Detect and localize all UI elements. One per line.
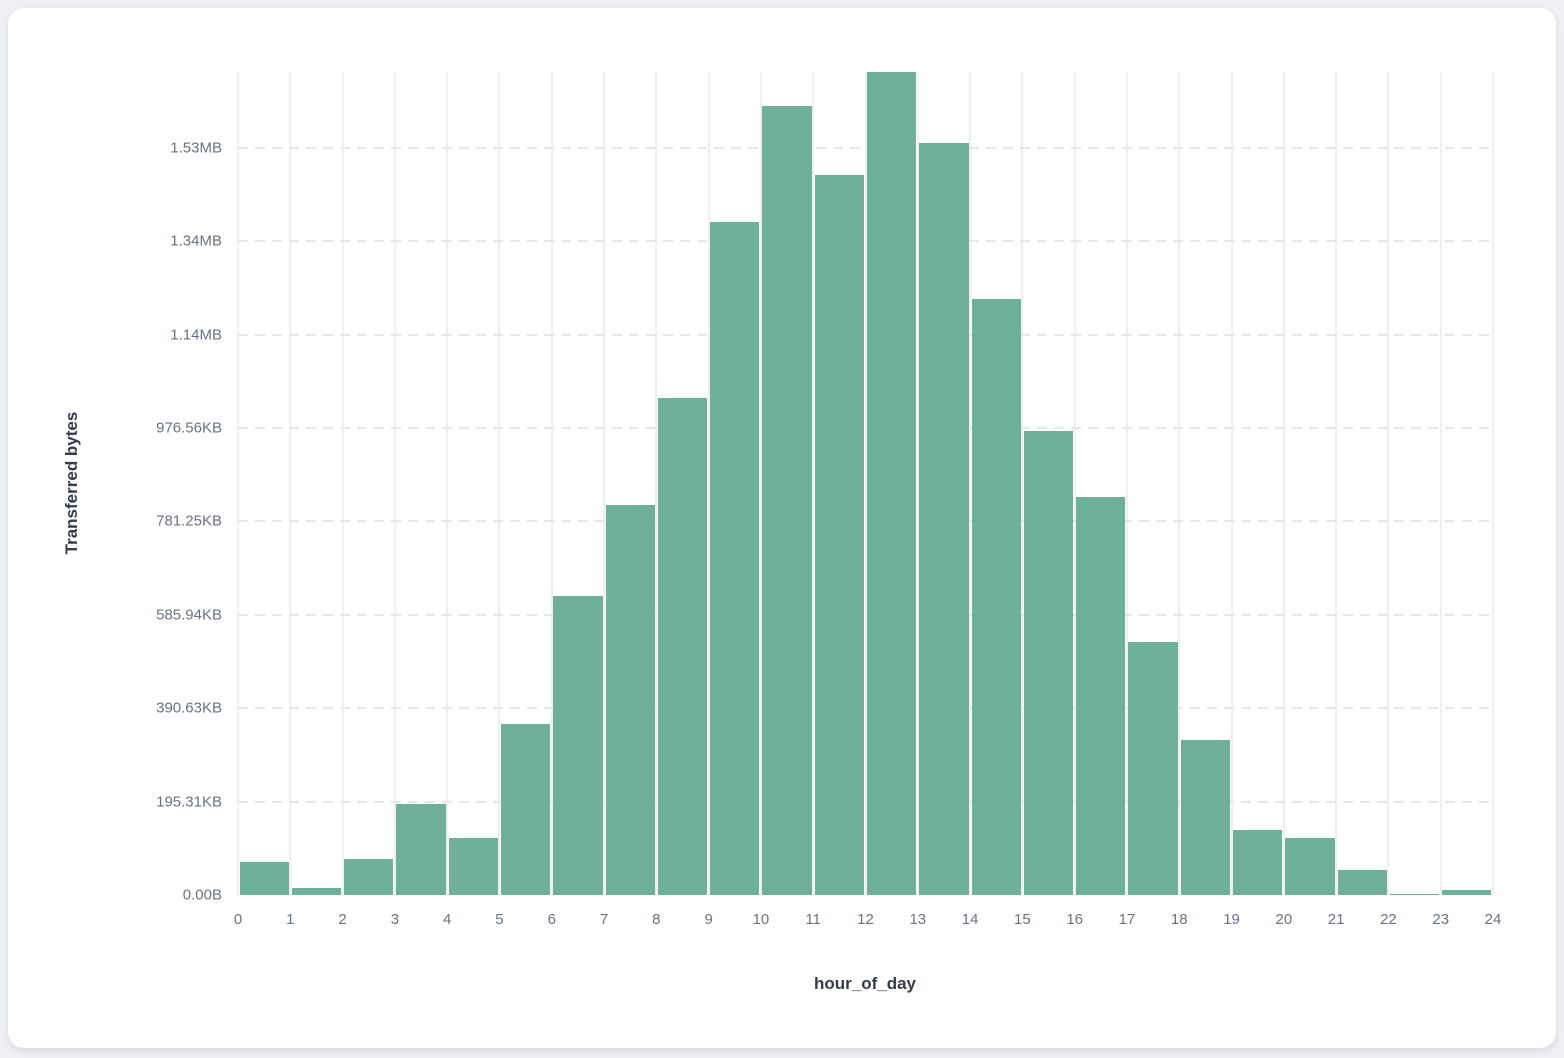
x-tick-label: 2 — [338, 911, 347, 928]
bar-hour-18[interactable] — [1180, 739, 1231, 895]
x-tick-label: 16 — [1066, 911, 1083, 928]
y-tick-label: 195.31KB — [156, 793, 222, 811]
y-tick-label: 1.34MB — [170, 232, 222, 250]
x-tick-label: 8 — [652, 911, 661, 928]
bar-hour-15[interactable] — [1023, 430, 1074, 895]
x-tick-label: 7 — [599, 911, 609, 928]
bar-hour-16[interactable] — [1076, 496, 1126, 895]
vertical-gridline — [759, 72, 762, 895]
bar-hour-22[interactable] — [1389, 894, 1440, 895]
bar-hour-19[interactable] — [1233, 830, 1283, 895]
vertical-gridline — [237, 72, 239, 895]
horizontal-gridline — [238, 520, 1493, 523]
x-tick-label: 9 — [704, 911, 713, 928]
bar-hour-6[interactable] — [553, 596, 603, 895]
vertical-gridline — [916, 72, 919, 895]
plot-area — [237, 72, 1494, 895]
bar-hour-9[interactable] — [710, 222, 760, 895]
vertical-gridline — [1021, 72, 1024, 895]
vertical-gridline — [289, 72, 292, 895]
y-tick-label: 1.53MB — [170, 139, 222, 157]
vertical-gridline — [1073, 72, 1076, 895]
bar-hour-10[interactable] — [762, 105, 812, 895]
y-tick-label: 781.25KB — [156, 512, 222, 530]
bar-hour-14[interactable] — [971, 298, 1021, 895]
vertical-gridline — [446, 72, 449, 895]
vertical-gridline — [864, 72, 867, 895]
vertical-gridline — [603, 72, 606, 895]
vertical-gridline — [1492, 72, 1494, 895]
vertical-gridline — [1178, 72, 1181, 895]
horizontal-gridline — [238, 613, 1493, 616]
y-axis-title: Transferred bytes — [62, 411, 81, 555]
bar-hour-4[interactable] — [448, 837, 498, 895]
bar-hour-13[interactable] — [919, 142, 969, 895]
vertical-gridline — [550, 72, 553, 895]
vertical-gridline — [1125, 72, 1128, 895]
x-tick-label: 20 — [1275, 911, 1293, 928]
x-tick-label: 18 — [1170, 911, 1188, 928]
y-tick-label: 976.56KB — [156, 419, 222, 437]
bar-hour-8[interactable] — [657, 398, 708, 895]
x-tick-label: 15 — [1014, 911, 1031, 928]
bar-hour-20[interactable] — [1285, 837, 1335, 895]
x-tick-label: 12 — [857, 911, 874, 928]
vertical-gridline — [707, 72, 710, 895]
x-tick-label: 5 — [495, 911, 504, 928]
x-tick-label: 1 — [286, 911, 295, 928]
x-tick-label: 23 — [1432, 911, 1450, 928]
x-tick-label: 19 — [1223, 911, 1240, 928]
x-tick-label: 22 — [1380, 911, 1397, 928]
x-tick-label: 24 — [1484, 911, 1502, 928]
x-tick-label: 6 — [547, 911, 556, 928]
bar-hour-2[interactable] — [344, 859, 394, 895]
bar-hour-5[interactable] — [500, 723, 551, 895]
horizontal-gridline — [238, 240, 1493, 243]
chart-card: 0.00B 195.31KB 390.63KB 585.94KB 781.25KB 976… — [8, 8, 1556, 1048]
vertical-gridline — [1282, 72, 1285, 895]
x-tick-label: 14 — [961, 911, 979, 928]
horizontal-gridline — [238, 146, 1493, 149]
y-tick-label: 585.94KB — [156, 606, 222, 624]
bar-hour-1[interactable] — [291, 887, 342, 895]
x-tick-label: 11 — [805, 911, 821, 928]
x-tick-label: 3 — [390, 911, 400, 928]
x-tick-label: 17 — [1118, 911, 1136, 928]
vertical-gridline — [969, 72, 972, 895]
bar-hour-11[interactable] — [814, 174, 864, 895]
bar-hour-12[interactable] — [867, 72, 917, 895]
vertical-gridline — [812, 72, 815, 895]
vertical-gridline — [1230, 72, 1233, 895]
vertical-gridline — [655, 72, 658, 895]
bar-hour-21[interactable] — [1337, 869, 1387, 895]
horizontal-gridline — [238, 426, 1493, 429]
vertical-gridline — [1335, 72, 1338, 895]
y-tick-label: 0.00B — [182, 886, 222, 904]
vertical-gridline — [498, 72, 501, 895]
vertical-gridline — [1439, 72, 1442, 895]
x-tick-label: 13 — [909, 911, 927, 928]
horizontal-gridline — [238, 800, 1493, 803]
horizontal-gridline — [238, 333, 1493, 336]
bar-hour-17[interactable] — [1128, 641, 1178, 895]
x-axis-title: hour_of_day — [813, 974, 917, 993]
y-tick-label: 1.14MB — [170, 326, 222, 344]
x-tick-label: 10 — [752, 911, 770, 928]
y-tick-label: 390.63KB — [156, 699, 222, 717]
vertical-gridline — [393, 72, 396, 895]
x-tick-label: 21 — [1327, 911, 1345, 928]
bar-hour-23[interactable] — [1442, 890, 1492, 895]
bar-hour-7[interactable] — [605, 504, 655, 895]
vertical-gridline — [1387, 72, 1390, 895]
x-tick-label: 0 — [233, 911, 243, 928]
horizontal-gridline — [238, 707, 1493, 710]
bar-hour-3[interactable] — [396, 804, 446, 895]
x-tick-label: 4 — [442, 911, 452, 928]
vertical-gridline — [341, 72, 344, 895]
bar-hour-0[interactable] — [239, 861, 289, 895]
